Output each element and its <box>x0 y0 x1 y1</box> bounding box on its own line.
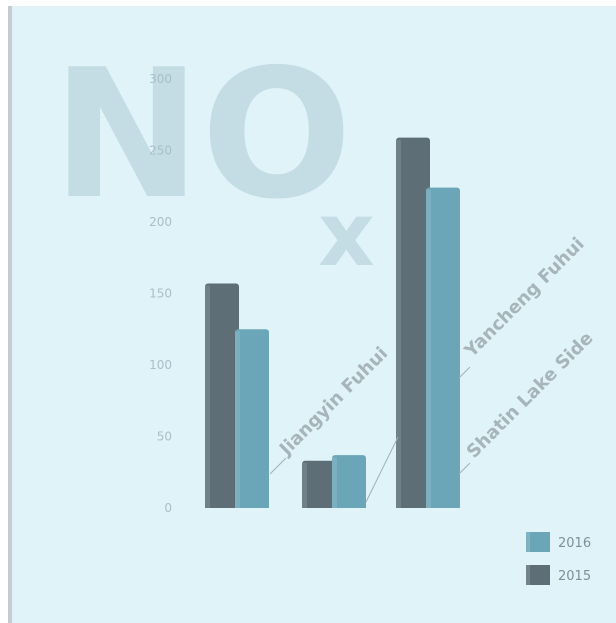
leader-line <box>365 436 399 503</box>
legend-item: 2015 <box>526 565 591 585</box>
bar-shade <box>302 462 307 508</box>
leader-line <box>269 457 287 475</box>
bar <box>396 137 430 508</box>
chart-panel <box>12 6 616 623</box>
bar <box>426 187 460 508</box>
watermark-main: NO <box>52 31 352 238</box>
legend-swatch-shade <box>526 532 530 552</box>
y-tick-label: 300 <box>149 72 172 86</box>
bar <box>302 460 336 508</box>
bar-cap <box>426 187 460 198</box>
bar-shade <box>426 189 431 508</box>
bar-shade <box>235 331 240 508</box>
legend-label: 2016 <box>558 536 591 551</box>
bar-cap <box>205 283 239 294</box>
bar-cap <box>302 460 336 471</box>
y-tick-label: 200 <box>149 215 172 229</box>
y-tick-label: 150 <box>149 287 172 301</box>
legend-swatch <box>526 532 550 552</box>
bar <box>235 329 269 508</box>
legend: 2016 2015 <box>526 532 591 585</box>
legend-label: 2015 <box>558 569 591 584</box>
bar-body <box>235 332 269 508</box>
panel-edge <box>8 6 14 623</box>
bar-shade <box>205 285 210 508</box>
leader-line <box>458 366 471 379</box>
bar <box>205 283 239 508</box>
bar-cap <box>332 455 366 466</box>
bars <box>205 137 460 508</box>
bar-body <box>302 463 336 508</box>
legend-swatch <box>526 565 550 585</box>
bar-body <box>426 190 460 508</box>
y-tick-label: 50 <box>157 430 172 444</box>
y-tick-label: 100 <box>149 358 172 372</box>
bar-body <box>396 140 430 508</box>
category-label: Jiangyin Fuhui <box>274 343 392 461</box>
legend-item: 2016 <box>526 532 591 552</box>
bar-cap <box>235 329 269 340</box>
bar-shade <box>332 457 337 508</box>
legend-swatch-shade <box>526 565 530 585</box>
bar-cap <box>396 137 430 148</box>
y-axis: 0 50 100 150 200 250 300 <box>149 72 172 515</box>
y-tick-label: 0 <box>164 501 172 515</box>
bar-body <box>205 286 239 508</box>
watermark-sub: x <box>318 183 375 286</box>
y-tick-label: 250 <box>149 144 172 158</box>
bar-body <box>332 458 366 508</box>
bar-shade <box>396 139 401 508</box>
bar <box>332 455 366 508</box>
leader-line <box>458 462 471 475</box>
